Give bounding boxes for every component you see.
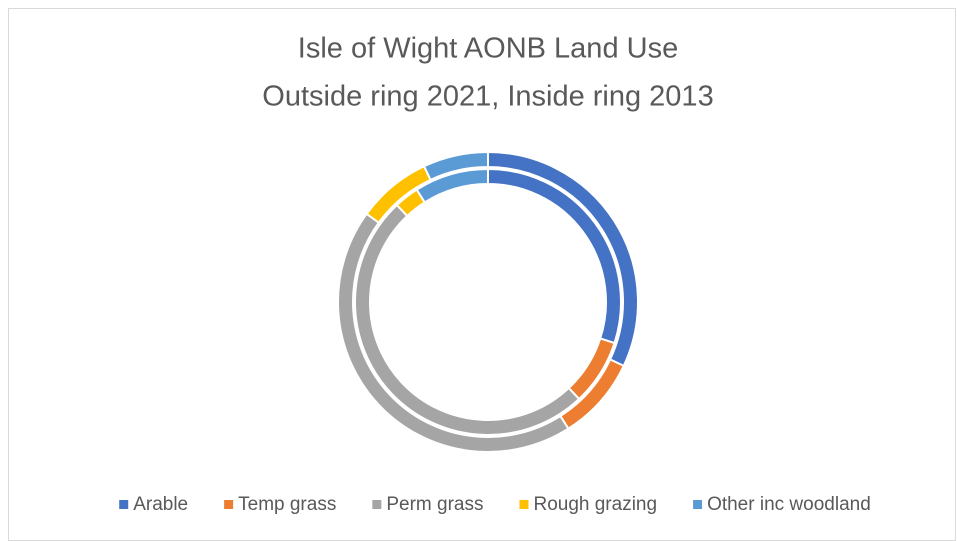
legend-label: Arable <box>133 494 188 515</box>
ring-segment <box>422 150 489 182</box>
legend-label: Perm grass <box>386 494 483 515</box>
legend-label: Temp grass <box>238 494 336 515</box>
chart-title: Isle of Wight AONB Land Use <box>298 33 678 65</box>
chart-title: Outside ring 2021, Inside ring 2013 <box>262 81 713 113</box>
ring-segment <box>415 167 489 204</box>
legend-swatch <box>372 500 382 509</box>
legend-swatch <box>119 500 129 509</box>
legend-label: Other inc woodland <box>707 494 871 515</box>
legend-swatch <box>224 500 234 509</box>
legend-swatch <box>519 500 529 509</box>
legend-swatch <box>693 500 703 509</box>
legend-label: Rough grazing <box>533 494 657 515</box>
